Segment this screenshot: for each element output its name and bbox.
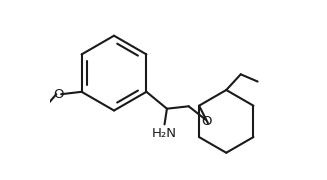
Text: O: O <box>53 88 64 101</box>
Text: H₂N: H₂N <box>152 127 177 140</box>
Text: O: O <box>201 116 212 129</box>
